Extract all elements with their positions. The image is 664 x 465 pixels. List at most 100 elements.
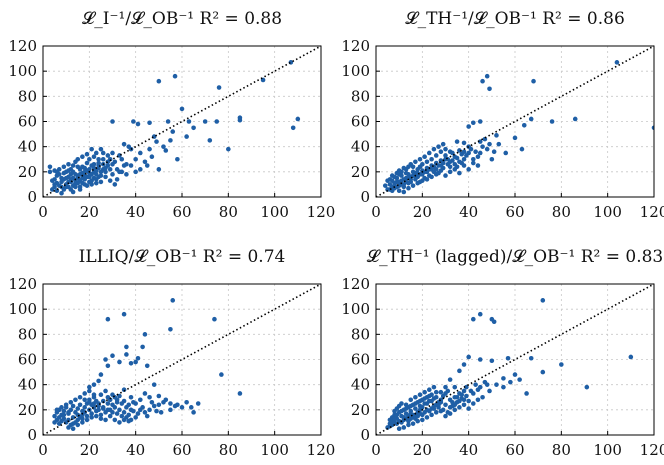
- panel-4-point-50: [408, 408, 414, 414]
- panel-4-point-61: [433, 389, 439, 395]
- panel-2-xtick-label-5: 100: [593, 203, 622, 221]
- panel-4-title: 𝓛_TH⁻¹ (lagged)/𝓛_OB⁻¹ R² = 0.83: [367, 247, 664, 267]
- panel-1-point-151: [54, 169, 60, 175]
- panel-1-point-121: [149, 154, 155, 160]
- panel-1-point-157: [70, 163, 76, 168]
- panel-2-point-9: [528, 116, 534, 122]
- panel-2-point-90: [420, 178, 425, 183]
- panel-1-point-120: [142, 159, 148, 165]
- panel-1-point-117: [84, 183, 90, 188]
- panel-2-point-6: [572, 116, 578, 122]
- panel-1-point-143: [70, 169, 76, 175]
- panel-2-point-109: [436, 144, 441, 149]
- panel-1-point-13: [147, 120, 152, 126]
- panel-1-ytick-label-0: 0: [27, 188, 37, 206]
- panel-1-point-10: [186, 119, 192, 124]
- panel-3-point-74: [77, 402, 83, 408]
- panel-3-point-110: [91, 401, 97, 406]
- panel-1-point-108: [59, 190, 64, 196]
- panel-2-xtick-label-1: 20: [413, 203, 432, 221]
- panel-3-point-76: [82, 405, 87, 410]
- panel-3-point-7: [219, 372, 224, 377]
- panel-1-point-14: [135, 121, 141, 127]
- panel-4-xtick-label-4: 80: [552, 441, 571, 459]
- panel-2-point-64: [433, 153, 439, 158]
- panel-4-point-93: [457, 405, 462, 410]
- panel-2-point-85: [396, 188, 402, 194]
- panel-4-point-103: [431, 384, 437, 390]
- panel-4-xtick-label-3: 60: [505, 441, 524, 459]
- panel-4-point-48: [403, 411, 409, 416]
- panel-3-point-35: [147, 407, 152, 413]
- panel-3-point-129: [126, 418, 132, 424]
- panel-3-point-112: [100, 406, 106, 411]
- panel-4-point-149: [394, 412, 400, 418]
- panel-1-point-23: [144, 163, 150, 168]
- panel-2-point-117: [403, 170, 409, 176]
- panel-1-point-125: [207, 138, 213, 143]
- panel-3-point-153: [112, 394, 118, 400]
- panel-4-point-58: [426, 398, 432, 404]
- panel-3: ILLIQ/𝓛_OB⁻¹ R² = 0.74 0 20 40 60 80 100 120 0 2…: [8, 247, 335, 459]
- panel-4-point-82: [406, 422, 411, 428]
- panel-2-xtick-label-2: 40: [459, 203, 478, 221]
- panel-3-points: [52, 298, 243, 432]
- panel-2-point-1: [531, 78, 536, 84]
- panel-1-point-6: [290, 125, 296, 131]
- panel-3-point-62: [52, 420, 57, 425]
- panel-3-point-140: [191, 410, 196, 415]
- panel-3-point-134: [154, 408, 159, 414]
- panel-2-point-147: [452, 161, 458, 167]
- panel-4-point-133: [459, 392, 465, 398]
- panel-2-point-11: [494, 133, 499, 138]
- panel-4-point-150: [399, 408, 404, 414]
- panel-1-point-142: [66, 184, 71, 190]
- panel-4-point-9: [528, 355, 534, 361]
- panel-3-point-34: [142, 410, 148, 415]
- panel-1-point-109: [70, 189, 76, 195]
- panel-1-point-150: [52, 182, 57, 187]
- panel-3-xtick-label-3: 60: [172, 441, 191, 459]
- panel-1-point-12: [165, 119, 171, 124]
- panel-2-point-81: [484, 146, 490, 152]
- panel-4-point-144: [512, 372, 518, 377]
- panel-4-point-81: [401, 425, 407, 430]
- panel-4-point-152: [408, 403, 414, 409]
- panel-2-point-111: [389, 178, 395, 183]
- panel-1-point-115: [112, 182, 118, 187]
- panel-1-point-82: [110, 150, 115, 156]
- panel-4-point-85: [420, 417, 425, 423]
- panel-3-point-86: [105, 401, 111, 406]
- panel-2-point-153: [468, 146, 474, 152]
- panel-4-xtick-label-1: 20: [413, 441, 432, 459]
- panel-4-point-137: [473, 382, 478, 387]
- panel-1-point-124: [191, 125, 196, 131]
- panel-2-point-56: [415, 167, 421, 172]
- panel-3-point-157: [131, 399, 136, 405]
- panel-4-point-19: [447, 377, 453, 382]
- panel-4-point-94: [461, 402, 467, 408]
- panel-1-point-103: [98, 146, 104, 152]
- panel-2-point-68: [443, 146, 448, 152]
- panel-1-point-85: [124, 161, 129, 167]
- panel-1-point-118: [93, 180, 99, 186]
- panel-2-point-93: [433, 172, 439, 177]
- panel-1-point-100: [84, 151, 90, 157]
- panel-1-point-95: [110, 172, 115, 177]
- panel-3-point-90: [114, 411, 120, 416]
- panel-3-point-1: [121, 311, 127, 317]
- panel-1-point-16: [110, 119, 115, 124]
- panel-4-point-4: [491, 319, 497, 325]
- panel-2-point-88: [410, 183, 416, 188]
- panel-1-ytick-label-2: 40: [18, 138, 37, 156]
- panel-1-ytick-label-3: 60: [18, 113, 37, 131]
- panel-3-point-130: [135, 411, 141, 416]
- panel-1-point-136: [117, 169, 122, 175]
- panel-3-point-100: [87, 388, 92, 394]
- panel-3-point-136: [163, 397, 169, 403]
- panel-4-point-6: [584, 384, 590, 390]
- panel-1-point-106: [73, 159, 78, 165]
- panel-3-point-128: [121, 417, 127, 423]
- panel-2-point-87: [406, 185, 411, 191]
- panel-3-point-26: [98, 372, 104, 377]
